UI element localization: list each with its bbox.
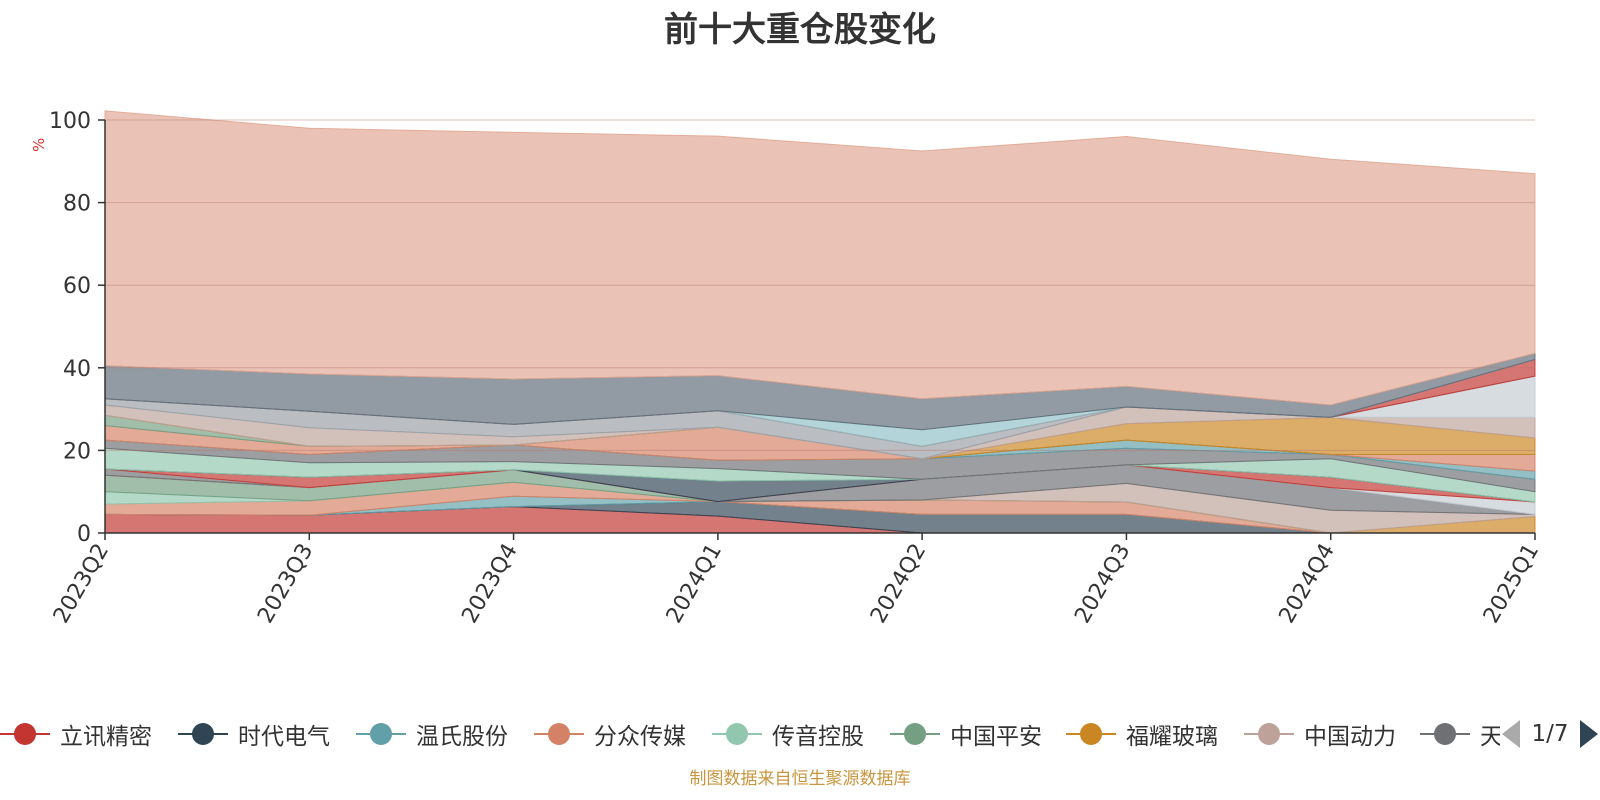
x-tick-label: 2025Q1 <box>1479 540 1544 628</box>
legend-label: 中国平安 <box>950 724 1042 750</box>
legend-marker-icon <box>356 712 406 756</box>
chart-title: 前十大重仓股变化 <box>664 10 936 50</box>
legend-marker-icon <box>534 712 584 756</box>
area-series-25[interactable] <box>104 110 1536 406</box>
y-tick-label: 100 <box>49 109 91 134</box>
y-tick-label: 80 <box>63 192 91 217</box>
source-note: 制图数据来自恒生聚源数据库 <box>689 769 911 789</box>
legend-item-8[interactable]: 中国动力 <box>1244 712 1396 756</box>
legend-label: 传音控股 <box>772 724 864 750</box>
legend-item-7[interactable]: 福耀玻璃 <box>1066 712 1218 756</box>
grid-lines <box>105 119 1535 451</box>
legend-marker-icon <box>178 712 228 756</box>
legend-marker-icon <box>1244 712 1294 756</box>
legend-item-6[interactable]: 中国平安 <box>890 712 1042 756</box>
legend-item-3[interactable]: 温氏股份 <box>356 712 508 756</box>
x-tick-label: 2024Q1 <box>662 540 727 628</box>
y-axis: 0 20 40 60 80 100 <box>49 109 106 547</box>
x-axis: 2023Q2 2023Q3 2023Q4 2024Q1 2024Q2 2024Q3 2024… <box>49 532 1544 628</box>
legend-marker-icon <box>712 712 762 756</box>
legend-item-4[interactable]: 分众传媒 <box>534 712 686 756</box>
legend-label: 温氏股份 <box>416 724 508 750</box>
y-tick-label: 60 <box>63 274 91 299</box>
x-tick-label: 2023Q3 <box>253 540 318 628</box>
legend-item-1[interactable]: 立讯精密 <box>0 712 152 756</box>
legend-item-5[interactable]: 传音控股 <box>712 712 864 756</box>
legend-next-page-icon[interactable] <box>1579 720 1598 748</box>
y-tick-label: 0 <box>77 522 91 547</box>
legend-prev-page-icon[interactable] <box>1502 720 1520 748</box>
legend: 立讯精密 时代电气 温氏股份 分众传媒 传音控股 中国平安 福耀玻璃 中国动力 天 <box>0 712 1600 756</box>
legend-marker-icon <box>890 712 940 756</box>
legend-marker-icon <box>0 712 50 756</box>
y-tick-label: 40 <box>63 357 91 382</box>
legend-item-2[interactable]: 时代电气 <box>178 712 330 756</box>
x-tick-label: 2024Q3 <box>1070 540 1135 628</box>
x-tick-label: 2024Q4 <box>1275 540 1340 628</box>
legend-label: 时代电气 <box>238 724 330 750</box>
legend-marker-icon <box>1066 712 1116 756</box>
legend-label: 中国动力 <box>1304 724 1396 750</box>
y-tick-label: 20 <box>63 439 91 464</box>
x-tick-label: 2023Q2 <box>49 540 114 628</box>
x-tick-label: 2023Q4 <box>457 540 522 628</box>
legend-item-9[interactable]: 天 <box>1420 712 1503 756</box>
area-series-group <box>104 110 1536 534</box>
y-axis-unit-label: % <box>30 137 48 152</box>
legend-marker-icon <box>1420 712 1470 756</box>
legend-label: 福耀玻璃 <box>1126 724 1218 750</box>
legend-page-indicator: 1/7 <box>1531 721 1569 747</box>
legend-label: 分众传媒 <box>594 724 686 750</box>
legend-label: 立讯精密 <box>60 724 152 750</box>
legend-pager: 1/7 <box>1500 712 1600 756</box>
x-tick-label: 2024Q2 <box>866 540 931 628</box>
legend-label: 天 <box>1480 724 1503 750</box>
